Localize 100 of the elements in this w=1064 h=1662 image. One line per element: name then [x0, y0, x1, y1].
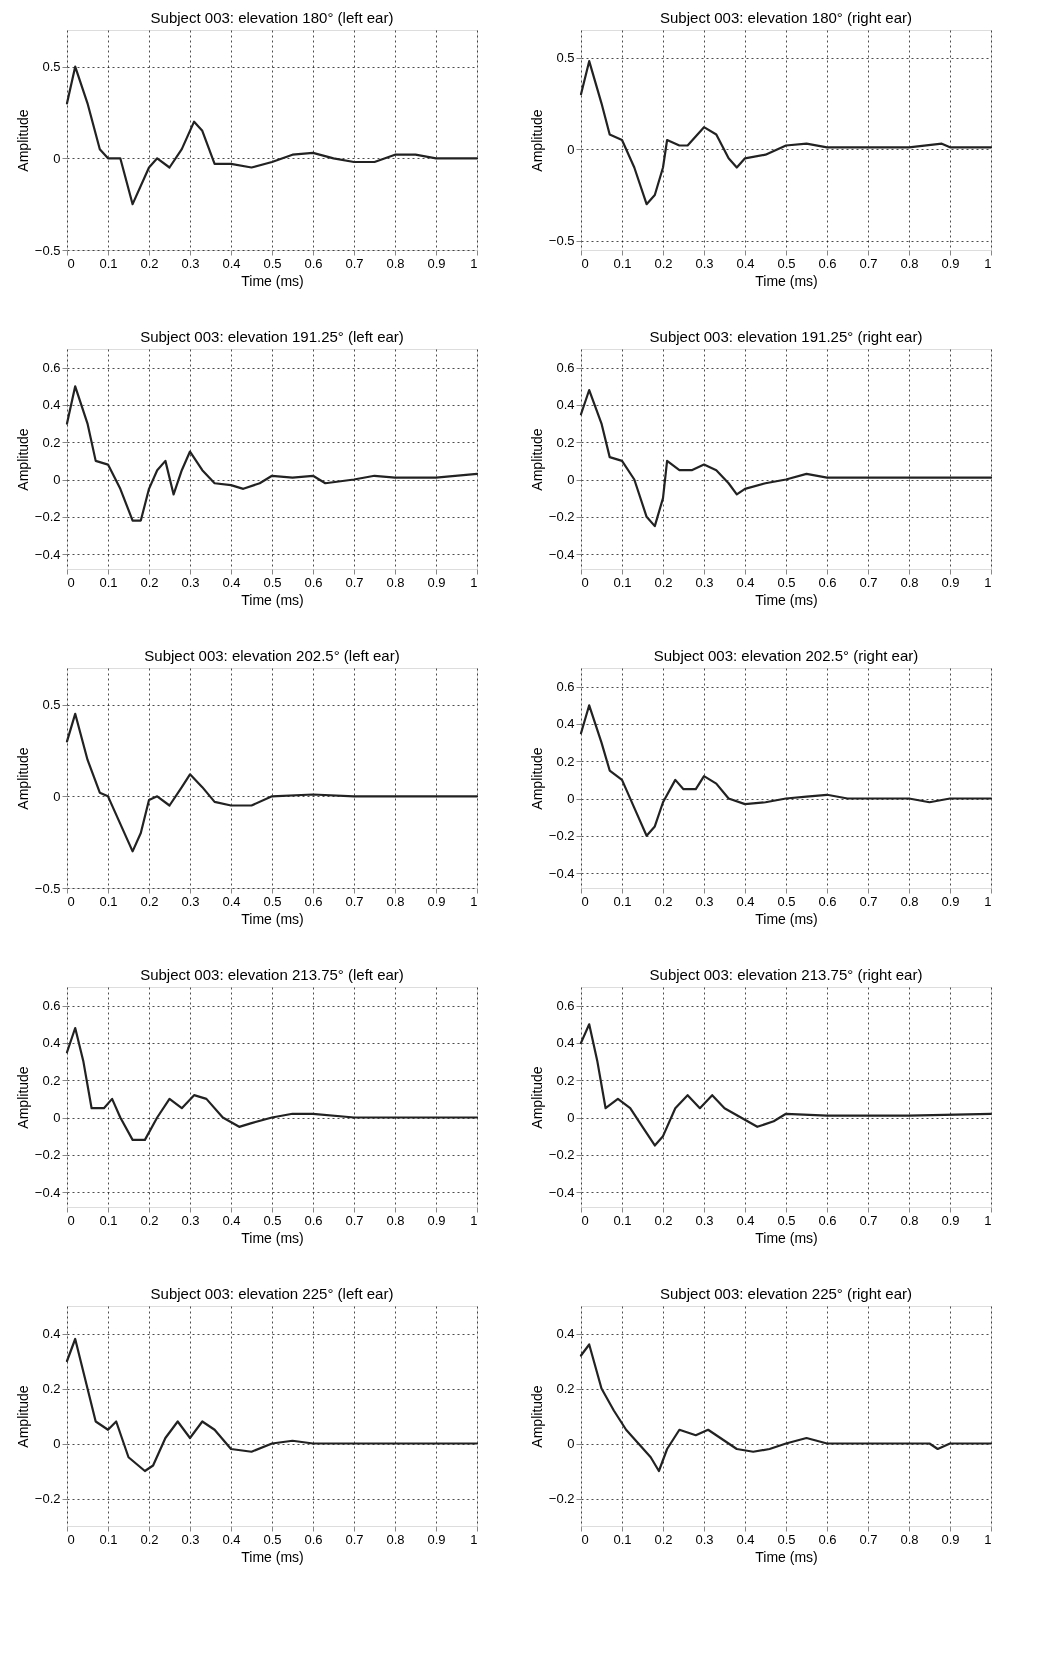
y-tick-label: 0.6 [42, 998, 61, 1014]
x-tick-label: 0.3 [695, 893, 714, 909]
x-axis-title: Time (ms) [755, 272, 818, 289]
x-tick-label: 0.4 [736, 574, 755, 590]
x-tick-label: 0.7 [859, 1531, 878, 1547]
x-tick-label: 1 [984, 574, 992, 590]
x-tick-label: 0.6 [818, 1531, 837, 1547]
y-axis-title: Amplitude [528, 1066, 545, 1129]
y-tick-label: 0.6 [556, 998, 575, 1014]
x-tick-label: 0.1 [613, 574, 632, 590]
x-tick-label: 0.2 [140, 1212, 159, 1228]
x-tick-label: 0.1 [613, 255, 632, 271]
chart-title: Subject 003: elevation 191.25° (left ear) [140, 328, 404, 345]
line-series [65, 1337, 479, 1473]
x-tick-label: 0 [581, 1212, 589, 1228]
x-tick-label: 0.9 [941, 1212, 960, 1228]
x-tick-label: 0.9 [941, 1531, 960, 1547]
x-tick-label: 0.1 [99, 893, 118, 909]
line-series [65, 1026, 479, 1141]
x-tick-label: 1 [984, 255, 992, 271]
y-tick-label: 0.5 [42, 697, 61, 713]
y-axis-title: Amplitude [14, 428, 31, 491]
x-tick-label: 0.3 [181, 1212, 200, 1228]
y-axis-title: Amplitude [528, 1385, 545, 1448]
x-tick-label: 0.2 [140, 893, 159, 909]
y-tick-label: −0.4 [548, 546, 575, 562]
x-tick-label: 0.2 [654, 255, 673, 271]
chart-title: Subject 003: elevation 180° (right ear) [660, 9, 912, 26]
y-tick-label: 0.6 [42, 360, 61, 376]
chart-title: Subject 003: elevation 191.25° (right ear) [649, 328, 923, 345]
line-series [65, 712, 479, 853]
y-tick-label: −0.4 [34, 1184, 61, 1200]
x-tick-label: 0.4 [222, 1212, 241, 1228]
y-axis-title: Amplitude [528, 428, 545, 491]
x-axis-title: Time (ms) [241, 910, 304, 927]
x-tick-label: 0.9 [941, 574, 960, 590]
line-series [579, 388, 993, 528]
y-tick-label: 0.2 [556, 434, 575, 450]
x-axis-title: Time (ms) [755, 591, 818, 608]
x-tick-label: 0.2 [654, 574, 673, 590]
y-tick-label: 0.4 [556, 1326, 575, 1341]
x-tick-label: 0.7 [859, 574, 878, 590]
y-tick-label: 0.2 [556, 1381, 575, 1396]
y-tick-label: −0.2 [34, 1491, 61, 1506]
x-tick-label: 0 [581, 1531, 589, 1547]
x-tick-label: 0.1 [99, 1212, 118, 1228]
x-tick-label: 1 [470, 255, 478, 271]
line-series [579, 1343, 993, 1473]
y-tick-label: 0 [53, 150, 61, 166]
y-axis-title: Amplitude [14, 747, 31, 810]
x-tick-label: 0.6 [818, 255, 837, 271]
x-tick-label: 0.6 [304, 893, 323, 909]
x-tick-label: 0.5 [263, 574, 282, 590]
x-tick-label: 0.2 [140, 574, 159, 590]
y-tick-label: 0 [53, 788, 61, 804]
y-tick-label: 0 [53, 1110, 61, 1126]
x-tick-label: 0.7 [345, 893, 364, 909]
y-tick-label: 0.2 [42, 434, 61, 450]
chart-title: Subject 003: elevation 225° (right ear) [660, 1285, 912, 1302]
x-tick-label: 0.9 [427, 1212, 446, 1228]
x-tick-label: 1 [984, 893, 992, 909]
x-tick-label: 0.6 [818, 893, 837, 909]
x-tick-label: 0.8 [900, 574, 919, 590]
x-tick-label: 0.2 [140, 1531, 159, 1547]
x-tick-label: 0 [581, 893, 589, 909]
x-tick-label: 0.7 [859, 1212, 878, 1228]
y-tick-label: 0.4 [42, 397, 61, 413]
x-tick-label: 0.4 [736, 1212, 755, 1228]
x-tick-label: 0.3 [181, 574, 200, 590]
x-tick-label: 0.5 [263, 893, 282, 909]
x-axis-title: Time (ms) [755, 1229, 818, 1246]
x-tick-label: 0.8 [386, 574, 405, 590]
y-axis-title: Amplitude [14, 1385, 31, 1448]
x-tick-label: 1 [984, 1531, 992, 1547]
x-tick-label: 0.8 [386, 1531, 405, 1547]
y-tick-label: 0 [567, 1110, 575, 1126]
line-series [579, 1023, 993, 1147]
chart-title: Subject 003: elevation 213.75° (right ear) [649, 966, 923, 983]
x-tick-label: 0.3 [181, 1531, 200, 1547]
y-tick-label: 0.2 [556, 753, 575, 769]
x-tick-label: 0.4 [222, 574, 241, 590]
x-tick-label: 0.8 [386, 893, 405, 909]
line-series [579, 60, 993, 206]
x-tick-label: 0.2 [654, 1531, 673, 1547]
y-tick-label: 0.4 [556, 716, 575, 732]
chart-title: Subject 003: elevation 202.5° (right ear) [653, 647, 919, 664]
x-tick-label: 0.7 [345, 1531, 364, 1547]
x-tick-label: 0.6 [304, 1212, 323, 1228]
x-tick-label: 0.3 [695, 1212, 714, 1228]
y-tick-label: 0.4 [556, 397, 575, 413]
y-tick-label: 0 [567, 791, 575, 807]
y-tick-label: −0.2 [548, 509, 575, 525]
y-tick-label: 0.2 [556, 1072, 575, 1088]
x-tick-label: 0.7 [345, 255, 364, 271]
x-tick-label: 0.2 [654, 1212, 673, 1228]
x-tick-label: 0 [581, 574, 589, 590]
x-tick-label: 0.4 [736, 1531, 755, 1547]
x-tick-label: 0.7 [345, 574, 364, 590]
chart-title: Subject 003: elevation 180° (left ear) [150, 9, 394, 26]
x-tick-label: 1 [470, 893, 478, 909]
